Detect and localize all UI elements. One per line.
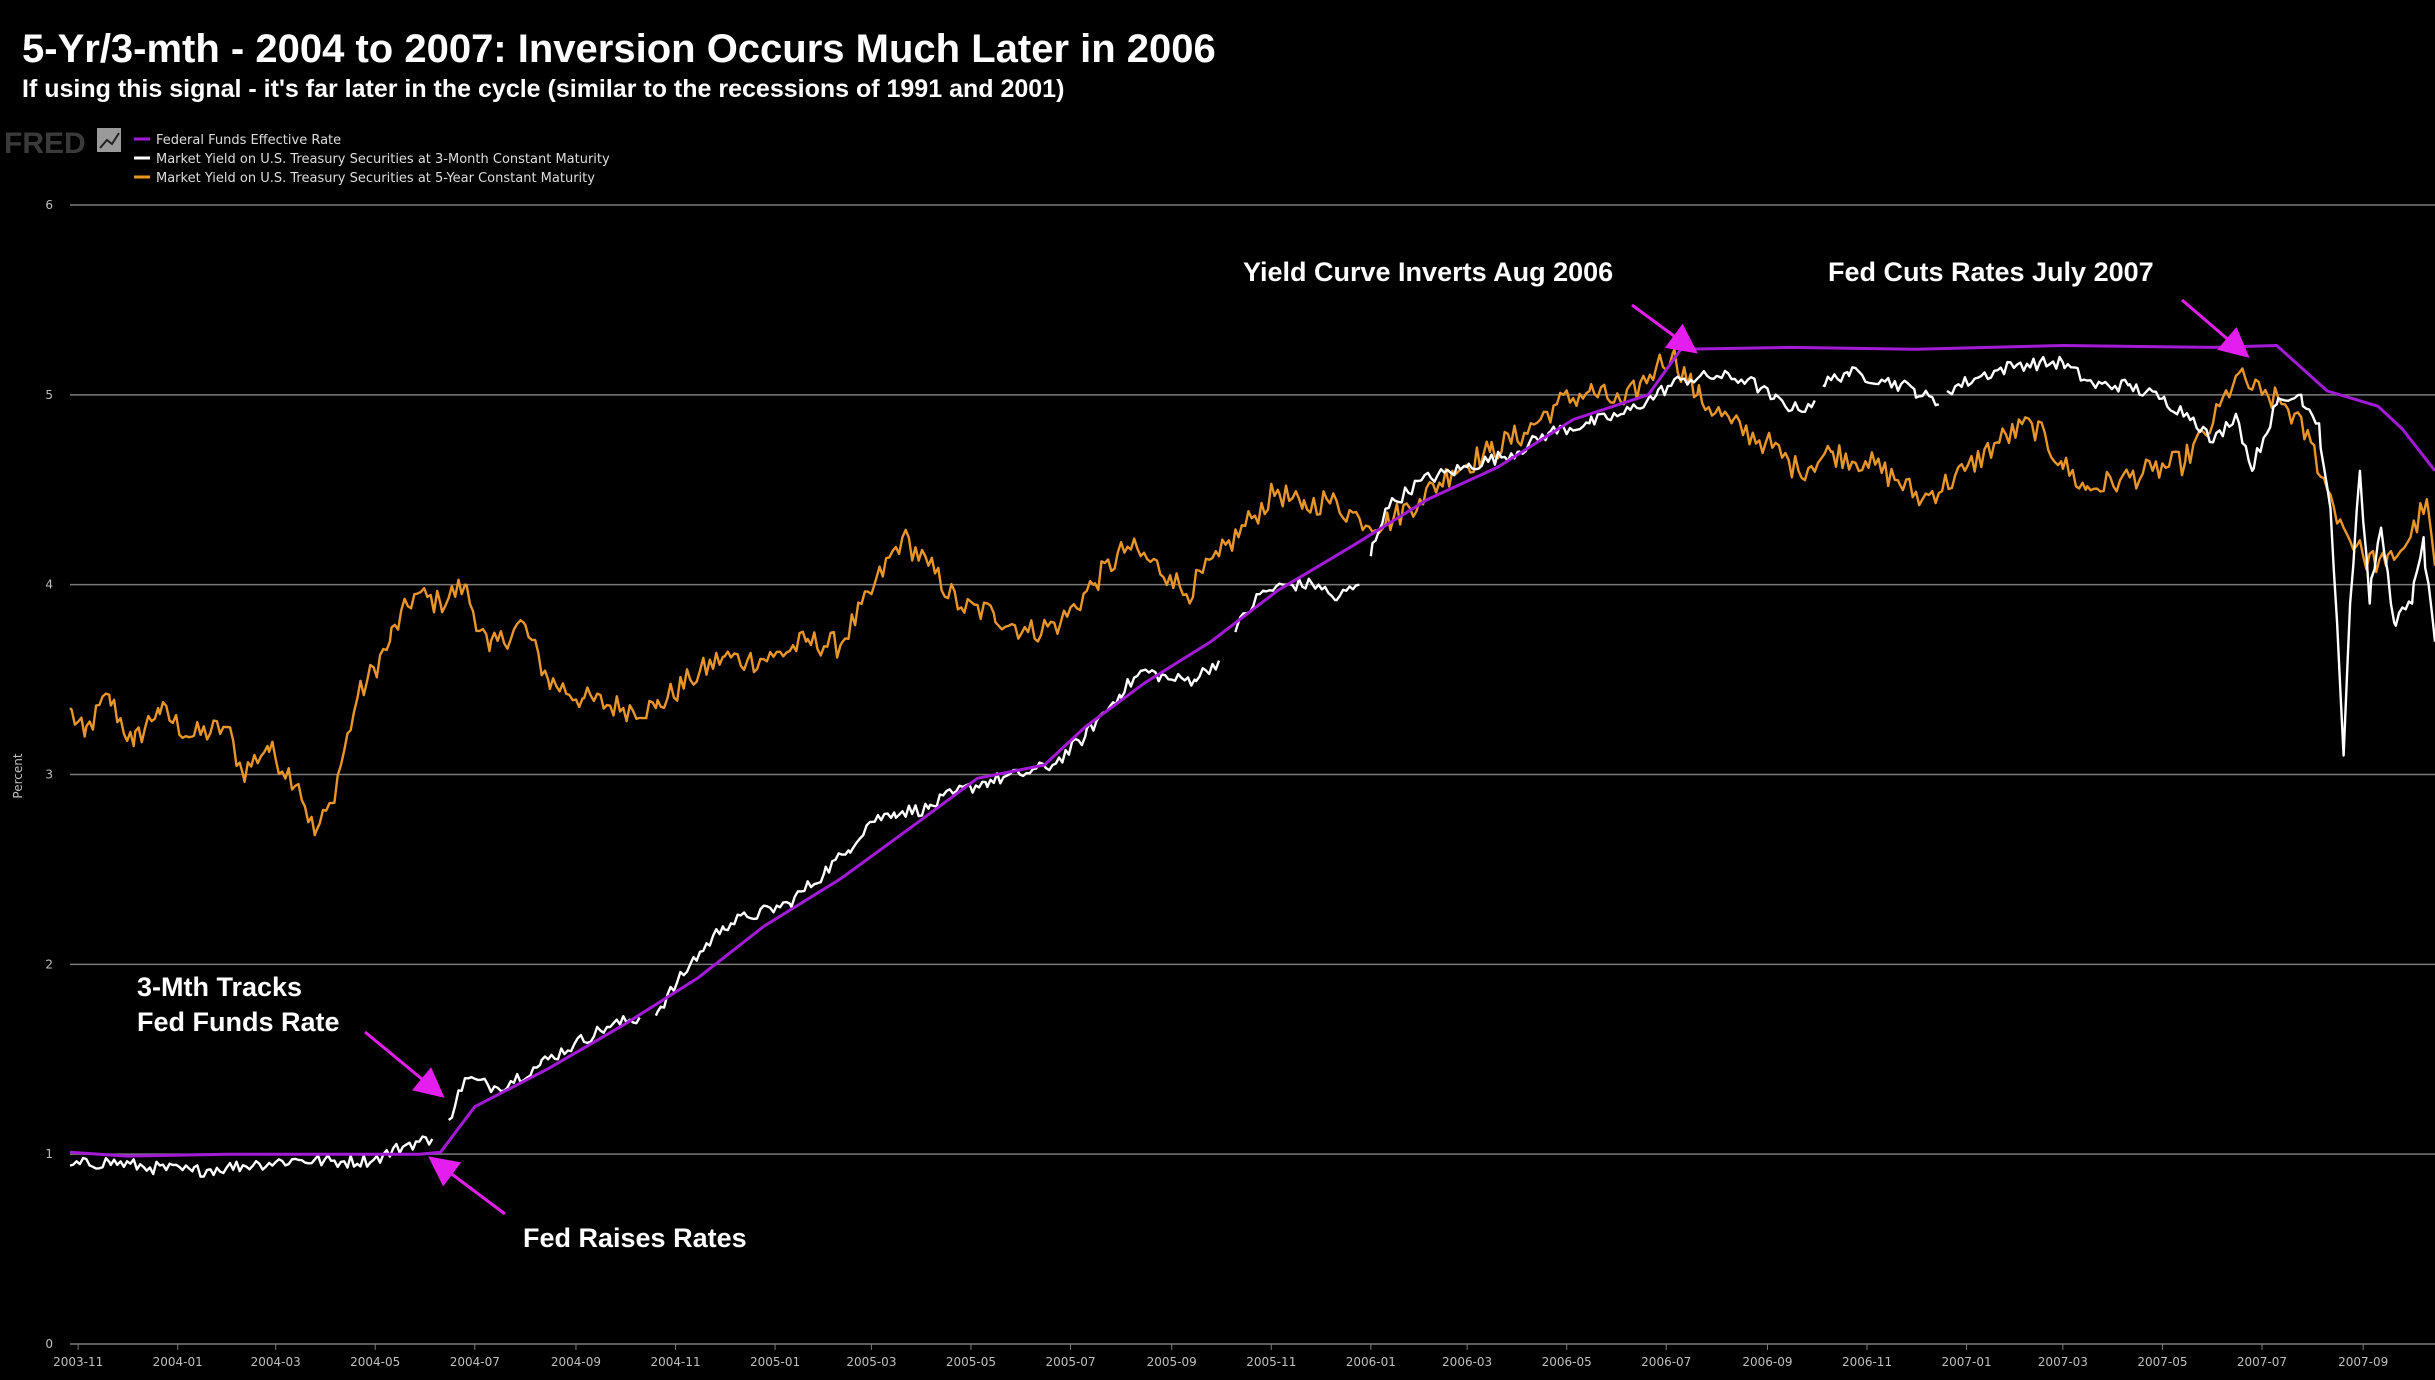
chart-legend: Federal Funds Effective Rate Market Yield… — [134, 133, 610, 186]
y-tick-label: 5 — [45, 388, 53, 402]
x-tick-label: 2006-01 — [1346, 1355, 1396, 1369]
three-month-yield-line — [654, 660, 1221, 1017]
series-three-month — [69, 355, 2435, 1178]
x-tick-label: 2004-11 — [650, 1355, 700, 1369]
chart-title: 5-Yr/3-mth - 2004 to 2007: Inversion Occ… — [22, 27, 1216, 71]
x-tick-label: 2006-09 — [1742, 1355, 1792, 1369]
annotation-3mth-tracks-line1: 3-Mth Tracks — [137, 972, 302, 1002]
series-fed-funds — [69, 344, 2435, 1158]
y-tick-label: 4 — [45, 578, 53, 592]
fred-logo-text: FRED — [4, 127, 86, 160]
annotation-fed-raises-rates: Fed Raises Rates — [428, 1156, 747, 1253]
annotation-yield-curve-inverts-arrow — [1631, 303, 1698, 354]
x-tick-label: 2005-07 — [1045, 1355, 1095, 1369]
y-gridlines — [70, 204, 2435, 1345]
x-tick-label: 2006-11 — [1842, 1355, 1892, 1369]
x-tick-label: 2003-11 — [53, 1355, 103, 1369]
x-tick-label: 2004-07 — [450, 1355, 500, 1369]
y-tick-label: 0 — [45, 1337, 53, 1351]
annotation-3mth-tracks: 3-Mth Tracks Fed Funds Rate — [137, 972, 445, 1098]
y-tick-label: 1 — [45, 1147, 53, 1161]
series-lines — [69, 344, 2435, 1178]
five-year-yield-line — [69, 348, 2435, 837]
fred-chart-icon — [97, 128, 121, 152]
x-tick-label: 2007-05 — [2137, 1355, 2187, 1369]
legend-label: Federal Funds Effective Rate — [156, 133, 341, 148]
x-tick-label: 2005-05 — [946, 1355, 996, 1369]
y-tick-label: 2 — [45, 957, 53, 971]
x-tick-label: 2004-03 — [251, 1355, 301, 1369]
x-tick-label: 2005-01 — [750, 1355, 800, 1369]
x-tick-label: 2007-03 — [2038, 1355, 2088, 1369]
annotation-fed-cuts-rates-arrow — [2181, 298, 2250, 358]
x-tick-label: 2006-07 — [1641, 1355, 1691, 1369]
annotation-3mth-tracks-arrow — [364, 1030, 445, 1098]
annotation-yield-curve-inverts: Yield Curve Inverts Aug 2006 — [1243, 257, 1698, 354]
x-axis: 2003-11 2004-01 2004-03 2004-05 2004-07 2004-… — [53, 1344, 2388, 1369]
y-axis: 0 1 2 3 4 5 6 — [45, 198, 53, 1351]
annotation-fed-raises-rates-text: Fed Raises Rates — [523, 1223, 747, 1253]
x-tick-label: 2004-05 — [350, 1355, 400, 1369]
legend-label: Market Yield on U.S. Treasury Securities… — [156, 171, 595, 186]
x-tick-label: 2006-03 — [1442, 1355, 1492, 1369]
fed-funds-rate-line — [69, 344, 2435, 1158]
three-month-yield-line — [1946, 355, 2435, 757]
annotation-fed-cuts-rates-text: Fed Cuts Rates July 2007 — [1828, 257, 2154, 287]
annotation-3mth-tracks-line2: Fed Funds Rate — [137, 1007, 340, 1037]
legend-label: Market Yield on U.S. Treasury Securities… — [156, 152, 610, 167]
x-tick-label: 2006-05 — [1542, 1355, 1592, 1369]
x-tick-label: 2004-01 — [153, 1355, 203, 1369]
x-tick-label: 2004-09 — [551, 1355, 601, 1369]
three-month-yield-line — [1369, 369, 1816, 557]
x-tick-label: 2007-07 — [2237, 1355, 2287, 1369]
y-tick-label: 6 — [45, 198, 53, 212]
fred-logo: FRED — [4, 127, 121, 160]
y-tick-label: 3 — [45, 768, 53, 782]
three-month-yield-line — [447, 1015, 641, 1121]
series-five-year — [69, 348, 2435, 837]
annotation-yield-curve-inverts-text: Yield Curve Inverts Aug 2006 — [1243, 257, 1613, 287]
three-month-yield-line — [69, 1135, 434, 1178]
annotation-fed-cuts-rates: Fed Cuts Rates July 2007 — [1828, 257, 2250, 358]
x-tick-label: 2005-09 — [1147, 1355, 1197, 1369]
annotation-fed-raises-rates-arrow — [428, 1156, 506, 1216]
x-tick-label: 2007-01 — [1941, 1355, 1991, 1369]
three-month-yield-line — [1822, 366, 1940, 407]
x-tick-label: 2005-11 — [1246, 1355, 1296, 1369]
x-tick-label: 2007-09 — [2338, 1355, 2388, 1369]
three-month-yield-line — [1234, 577, 1360, 633]
y-axis-label: Percent — [11, 753, 25, 798]
x-tick-label: 2005-03 — [846, 1355, 896, 1369]
chart-subtitle: If using this signal - it's far later in… — [22, 75, 1064, 103]
